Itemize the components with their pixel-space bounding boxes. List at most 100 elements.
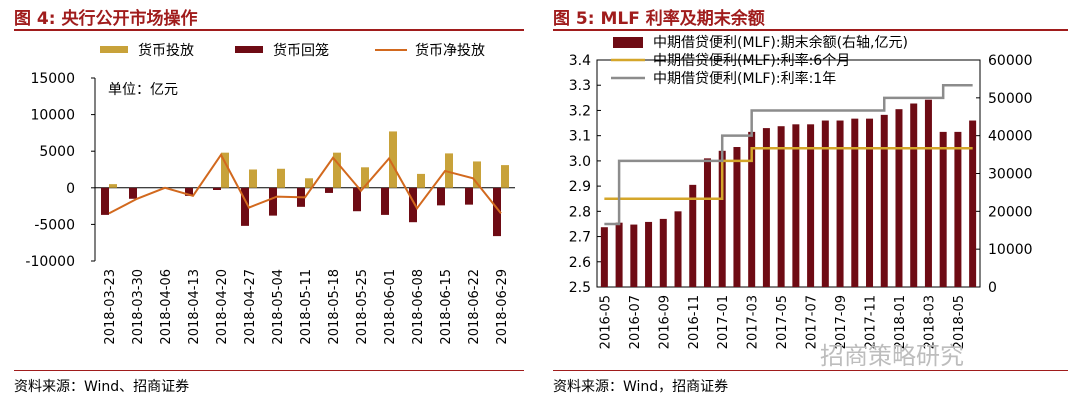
legend-label: 货币投放 (138, 42, 194, 59)
y-left-tick-label: 2.8 (569, 204, 591, 220)
x-tick-label: 2017-11 (864, 295, 879, 349)
legend-swatch (100, 46, 128, 53)
y-right-tick-label: 20000 (988, 204, 1033, 220)
x-tick-label: 2018-04-06 (159, 269, 174, 345)
bar-withdrawal (409, 187, 417, 223)
bar-mlf-balance (733, 147, 741, 287)
y-tick-label: 10000 (30, 108, 75, 124)
x-tick-label: 2018-03 (922, 295, 937, 349)
y-left-tick-label: 3.1 (569, 129, 591, 145)
bar-mlf-balance (674, 211, 682, 287)
bar-withdrawal (325, 187, 333, 193)
bar-mlf-balance (807, 124, 815, 287)
right-figure-title: 图 5: MLF 利率及期末余额 (553, 9, 765, 29)
bar-mlf-balance (777, 126, 785, 287)
left-figure-title: 图 4: 央行公开市场操作 (14, 9, 198, 29)
legend-swatch (613, 37, 643, 48)
y-left-tick-label: 2.7 (569, 230, 591, 246)
right-source-note: 资料来源：Wind，招商证券 (553, 379, 729, 395)
x-tick-label: 2018-05-25 (355, 269, 370, 345)
x-tick-label: 2016-07 (628, 295, 643, 349)
bar-mlf-balance (821, 120, 829, 288)
bar-withdrawal (101, 187, 109, 215)
bar-injection (221, 152, 229, 188)
y-right-tick-label: 60000 (988, 53, 1033, 69)
x-tick-label: 2017-03 (746, 295, 761, 349)
legend-swatch (235, 46, 263, 53)
x-tick-label: 2018-04-20 (215, 269, 230, 345)
bar-mlf-balance (689, 184, 697, 287)
bar-injection (109, 184, 117, 188)
bar-withdrawal (129, 187, 137, 199)
left-source-rule (14, 370, 524, 371)
bar-withdrawal (437, 187, 445, 206)
line-mlf-1y-rate (604, 83, 973, 226)
unit-note: 单位：亿元 (108, 82, 178, 98)
bar-injection (501, 165, 509, 188)
bar-withdrawal (241, 187, 249, 226)
x-tick-label: 2018-06-29 (495, 269, 510, 345)
y-right-tick-label: 0 (988, 280, 997, 296)
x-tick-label: 2018-06-22 (467, 269, 482, 345)
watermark: 招商策略研究 (820, 342, 964, 370)
bar-mlf-balance (954, 131, 962, 287)
right-chart: 3.4 3.3 3.2 3.1 3.0 2.9 2.8 2.7 2.6 2.5 60000 50000… (569, 34, 1033, 349)
x-tick-label: 2018-04-27 (243, 269, 258, 345)
y-left-tick-label: 2.6 (569, 255, 591, 271)
y-tick-label: 15000 (30, 71, 75, 87)
x-tick-label: 2016-11 (687, 295, 702, 349)
y-tick-label: 5000 (39, 144, 75, 160)
y-tick-label: -10000 (25, 254, 75, 270)
bar-mlf-balance (659, 218, 667, 287)
legend-label: 货币回笼 (273, 42, 329, 59)
bar-mlf-balance (748, 131, 756, 287)
bar-injection (389, 131, 397, 188)
bar-injection (277, 168, 285, 188)
right-title-rule (553, 29, 1068, 31)
bar-mlf-balance (939, 131, 947, 287)
bar-mlf-balance (895, 109, 903, 287)
y-right-tick-label: 30000 (988, 167, 1033, 183)
bar-mlf-balance (792, 124, 800, 287)
legend-label: 货币净投放 (415, 42, 485, 59)
x-tick-label: 2016-09 (657, 295, 672, 349)
bar-withdrawal (465, 187, 473, 205)
y-left-tick-label: 2.5 (569, 280, 591, 296)
bar-mlf-balance (703, 158, 711, 287)
left-source-note: 资料来源：Wind、招商证券 (14, 379, 190, 395)
x-tick-label: 2018-05 (952, 295, 967, 349)
y-right-tick-label: 10000 (988, 242, 1033, 258)
y-left-tick-label: 3.4 (569, 53, 591, 69)
x-tick-label: 2018-06-15 (439, 269, 454, 345)
legend-label: 中期借贷便利(MLF):期末余额(右轴,亿元) (653, 34, 908, 51)
x-tick-label: 2018-05-04 (271, 269, 286, 345)
left-chart: 15000 10000 5000 0 -5000 -10000 单位：亿元 2018-03-2… (25, 42, 515, 345)
x-tick-label: 2018-03-30 (131, 269, 146, 345)
y-left-tick-label: 3.2 (569, 103, 591, 119)
bar-mlf-balance (880, 114, 888, 287)
y-right-tick-label: 40000 (988, 129, 1033, 145)
bar-mlf-balance (969, 120, 977, 288)
y-tick-label: -5000 (34, 217, 75, 233)
x-tick-label: 2018-05-11 (299, 269, 314, 345)
x-tick-label: 2018-01 (893, 295, 908, 349)
bar-mlf-balance (924, 99, 932, 287)
bar-injection (473, 161, 481, 188)
bar-mlf-balance (615, 222, 623, 287)
y-right-tick-label: 50000 (988, 91, 1033, 107)
legend-label: 中期借贷便利(MLF):利率:6个月 (653, 52, 850, 69)
line-net-injection (108, 152, 502, 215)
x-tick-label: 2018-03-23 (103, 269, 118, 345)
bar-withdrawal (381, 187, 389, 215)
x-tick-label: 2017-05 (775, 295, 790, 349)
x-tick-label: 2017-09 (834, 295, 849, 349)
bar-mlf-balance (851, 118, 859, 288)
bar-mlf-balance (630, 224, 638, 287)
bar-mlf-balance (762, 128, 770, 287)
bar-withdrawal (269, 187, 277, 216)
bar-withdrawal (353, 187, 361, 212)
bar-withdrawal (185, 187, 193, 196)
right-source-rule (553, 370, 1068, 371)
y-left-tick-label: 3.0 (569, 154, 591, 170)
bar-injection (417, 173, 425, 188)
